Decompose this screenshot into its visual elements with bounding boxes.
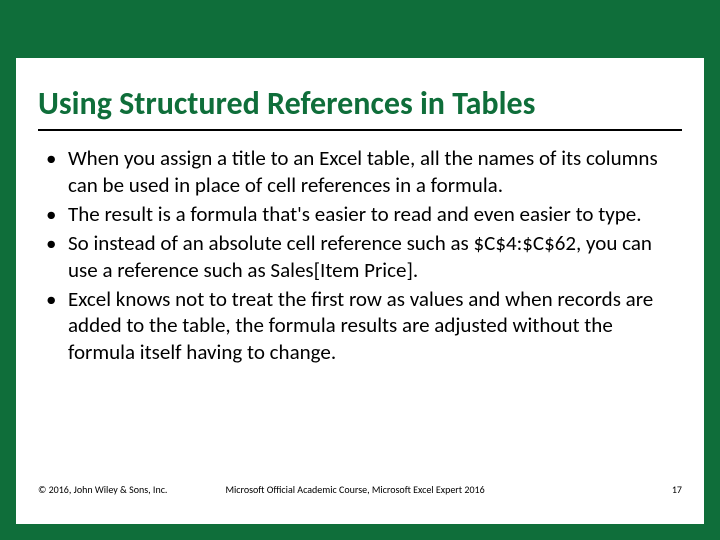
- list-item: The result is a formula that's easier to…: [46, 201, 682, 228]
- slide: Using Structured References in Tables Wh…: [0, 0, 720, 540]
- footer-copyright: © 2016, John Wiley & Sons, Inc.: [38, 483, 167, 496]
- list-item: So instead of an absolute cell reference…: [46, 230, 682, 284]
- slide-inner: Using Structured References in Tables Wh…: [16, 58, 704, 524]
- list-item: When you assign a title to an Excel tabl…: [46, 145, 682, 199]
- footer-page-number: 17: [672, 483, 682, 496]
- footer-course: Microsoft Official Academic Course, Micr…: [167, 483, 671, 496]
- slide-title: Using Structured References in Tables: [38, 86, 682, 131]
- bullet-list: When you assign a title to an Excel tabl…: [38, 145, 682, 366]
- list-item: Excel knows not to treat the first row a…: [46, 286, 682, 367]
- slide-footer: © 2016, John Wiley & Sons, Inc. Microsof…: [16, 483, 704, 496]
